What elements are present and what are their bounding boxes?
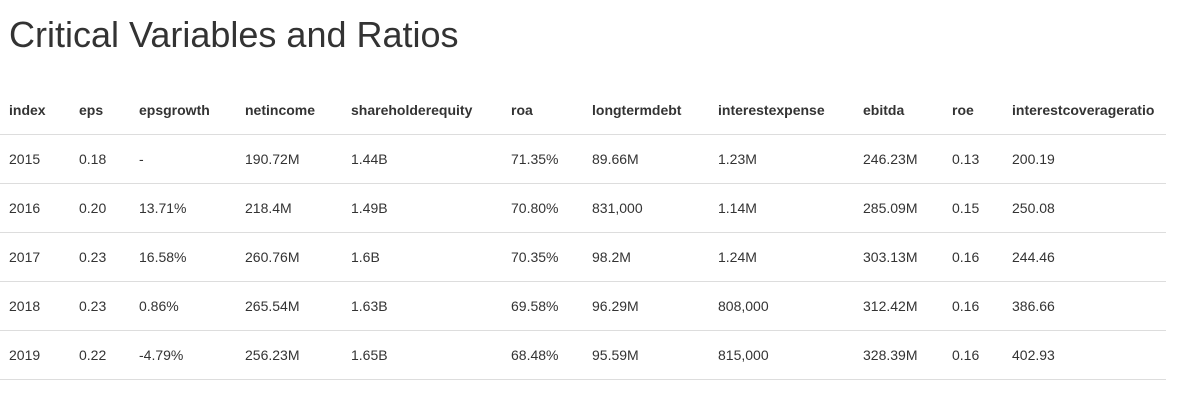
table-row: 2016 0.20 13.71% 218.4M 1.49B 70.80% 831… [0, 183, 1166, 233]
cell-roe: 0.15 [943, 183, 1003, 233]
cell-ebitda: 285.09M [854, 183, 943, 233]
cell-epsgrowth: - [130, 134, 236, 184]
cell-ebitda: 328.39M [854, 330, 943, 380]
header-roa: roa [502, 86, 583, 135]
page-title: Critical Variables and Ratios [9, 14, 459, 55]
cell-interestcoverageratio: 386.66 [1003, 281, 1166, 331]
cell-netincome: 190.72M [236, 134, 342, 184]
table-header: index eps epsgrowth netincome shareholde… [0, 86, 1166, 135]
cell-interestexpense: 808,000 [709, 281, 854, 331]
cell-longtermdebt: 831,000 [583, 183, 709, 233]
cell-roe: 0.13 [943, 134, 1003, 184]
cell-interestexpense: 1.24M [709, 232, 854, 282]
cell-epsgrowth: 13.71% [130, 183, 236, 233]
cell-netincome: 260.76M [236, 232, 342, 282]
cell-eps: 0.18 [70, 134, 130, 184]
header-interestexpense: interestexpense [709, 86, 854, 135]
cell-ebitda: 303.13M [854, 232, 943, 282]
cell-roa: 70.80% [502, 183, 583, 233]
cell-shareholderequity: 1.63B [342, 281, 502, 331]
cell-longtermdebt: 96.29M [583, 281, 709, 331]
cell-longtermdebt: 95.59M [583, 330, 709, 380]
cell-index: 2019 [0, 330, 70, 380]
header-roe: roe [943, 86, 1003, 135]
header-epsgrowth: epsgrowth [130, 86, 236, 135]
cell-roa: 70.35% [502, 232, 583, 282]
cell-index: 2015 [0, 134, 70, 184]
table-body: 2015 0.18 - 190.72M 1.44B 71.35% 89.66M … [0, 134, 1166, 380]
table-row: 2017 0.23 16.58% 260.76M 1.6B 70.35% 98.… [0, 232, 1166, 282]
cell-netincome: 265.54M [236, 281, 342, 331]
cell-interestexpense: 815,000 [709, 330, 854, 380]
cell-interestcoverageratio: 402.93 [1003, 330, 1166, 380]
cell-roe: 0.16 [943, 281, 1003, 331]
header-ebitda: ebitda [854, 86, 943, 135]
cell-shareholderequity: 1.44B [342, 134, 502, 184]
cell-eps: 0.23 [70, 281, 130, 331]
cell-epsgrowth: 0.86% [130, 281, 236, 331]
cell-netincome: 256.23M [236, 330, 342, 380]
table-row: 2018 0.23 0.86% 265.54M 1.63B 69.58% 96.… [0, 281, 1166, 331]
cell-roa: 71.35% [502, 134, 583, 184]
cell-eps: 0.23 [70, 232, 130, 282]
cell-eps: 0.20 [70, 183, 130, 233]
cell-interestexpense: 1.23M [709, 134, 854, 184]
cell-shareholderequity: 1.65B [342, 330, 502, 380]
cell-ebitda: 246.23M [854, 134, 943, 184]
cell-ebitda: 312.42M [854, 281, 943, 331]
cell-longtermdebt: 89.66M [583, 134, 709, 184]
cell-interestcoverageratio: 244.46 [1003, 232, 1166, 282]
header-index: index [0, 86, 70, 135]
cell-epsgrowth: -4.79% [130, 330, 236, 380]
cell-index: 2016 [0, 183, 70, 233]
cell-shareholderequity: 1.49B [342, 183, 502, 233]
header-netincome: netincome [236, 86, 342, 135]
cell-index: 2018 [0, 281, 70, 331]
cell-netincome: 218.4M [236, 183, 342, 233]
cell-roa: 69.58% [502, 281, 583, 331]
cell-interestcoverageratio: 250.08 [1003, 183, 1166, 233]
cell-interestcoverageratio: 200.19 [1003, 134, 1166, 184]
ratios-table-container: index eps epsgrowth netincome shareholde… [0, 86, 1166, 380]
cell-roe: 0.16 [943, 330, 1003, 380]
cell-eps: 0.22 [70, 330, 130, 380]
ratios-table: index eps epsgrowth netincome shareholde… [0, 86, 1166, 380]
cell-roe: 0.16 [943, 232, 1003, 282]
table-row: 2019 0.22 -4.79% 256.23M 1.65B 68.48% 95… [0, 330, 1166, 380]
header-longtermdebt: longtermdebt [583, 86, 709, 135]
cell-roa: 68.48% [502, 330, 583, 380]
header-row: index eps epsgrowth netincome shareholde… [0, 86, 1166, 135]
table-row: 2015 0.18 - 190.72M 1.44B 71.35% 89.66M … [0, 134, 1166, 184]
cell-shareholderequity: 1.6B [342, 232, 502, 282]
cell-index: 2017 [0, 232, 70, 282]
cell-epsgrowth: 16.58% [130, 232, 236, 282]
header-eps: eps [70, 86, 130, 135]
cell-interestexpense: 1.14M [709, 183, 854, 233]
header-interestcoverageratio: interestcoverageratio [1003, 86, 1166, 135]
header-shareholderequity: shareholderequity [342, 86, 502, 135]
cell-longtermdebt: 98.2M [583, 232, 709, 282]
